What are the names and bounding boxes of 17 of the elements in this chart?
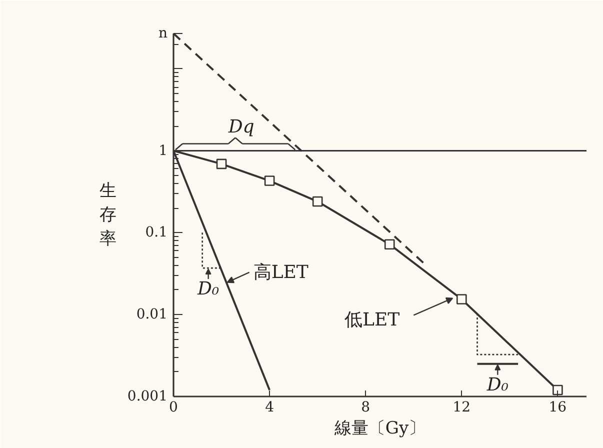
- x-tick-label: 8: [361, 400, 370, 416]
- y-tick-label: 0.1: [145, 224, 168, 241]
- y-tick-label: 0.01: [136, 306, 168, 323]
- legend-label: 高LET: [253, 262, 308, 283]
- y-tick-label: 1: [158, 142, 168, 159]
- annotation: D₀: [486, 374, 508, 396]
- x-tick-label: 4: [265, 400, 274, 416]
- x-tick-label: 16: [548, 400, 567, 416]
- y-axis-title: 生存率: [99, 181, 116, 249]
- text: 低LET: [344, 310, 400, 331]
- annotation: Dq: [227, 116, 254, 138]
- x-tick-label: 12: [452, 400, 471, 416]
- x-axis-title: 線量〔Gy〕: [333, 418, 426, 438]
- x-tick-label: 0: [169, 400, 178, 416]
- y-tick-label: 0.001: [127, 388, 168, 404]
- annotation: D₀: [196, 278, 220, 300]
- y-tick-label: n: [158, 26, 168, 42]
